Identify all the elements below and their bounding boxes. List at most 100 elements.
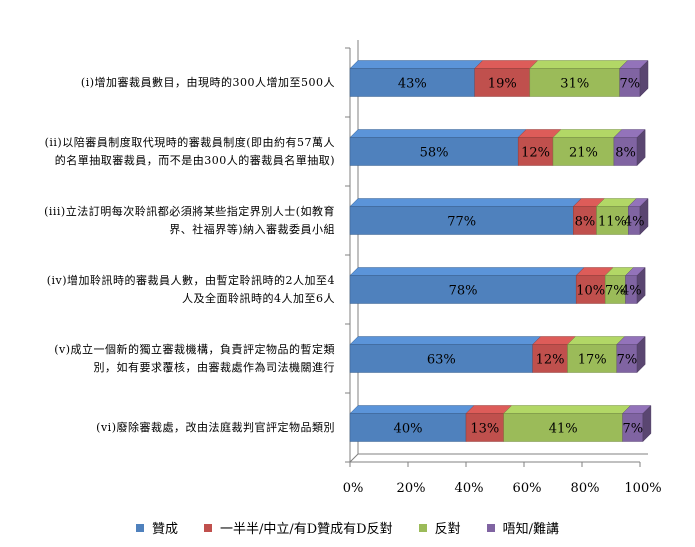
- bar-row: 58% 12% 21% 8%: [349, 128, 646, 167]
- data-label: 31%: [560, 77, 589, 92]
- data-label: 13%: [470, 422, 499, 437]
- data-label: 78%: [449, 284, 478, 299]
- bar-segment-support-top: [349, 198, 582, 207]
- data-label: 4%: [621, 284, 642, 299]
- category-label-line: 的名單抽取審裁員，而不是由300人的審裁員名單抽取): [54, 153, 335, 167]
- bar-row: 40% 13% 41% 7%: [349, 404, 652, 443]
- data-label: 63%: [427, 353, 456, 368]
- bar-segment-unknown-side: [642, 404, 652, 443]
- data-label: 7%: [620, 77, 641, 92]
- bar-segment-oppose: [567, 344, 618, 373]
- category-label: (vi)廢除審裁處，改由法庭裁判官評定物品類別: [35, 419, 335, 437]
- category-label: (iv)增加聆訊時的審裁員人數，由暫定聆訊時的2人加至4 人及全面聆訊時的4人加至…: [35, 272, 335, 308]
- x-tick-label: 60%: [513, 481, 542, 496]
- legend-item: 反對: [418, 518, 461, 537]
- x-tick-label: 0%: [343, 481, 364, 496]
- x-tick-label: 40%: [455, 481, 484, 496]
- bar-segment-oppose-top: [503, 405, 632, 414]
- bar-segment-oppose-top: [566, 336, 626, 345]
- data-label: 77%: [447, 215, 476, 230]
- x-tick-label: 80%: [571, 481, 600, 496]
- bar-segment-support: [349, 137, 519, 166]
- data-label: 21%: [569, 146, 598, 161]
- bar-segment-support: [349, 68, 475, 97]
- category-label-line: (ii)以陪審員制度取代現時的審裁員制度(即由約有57萬人: [44, 135, 335, 149]
- legend-swatch: [135, 523, 144, 532]
- data-label: 7%: [605, 284, 626, 299]
- data-label: 10%: [576, 284, 605, 299]
- legend-item: 唔知/難講: [486, 518, 560, 537]
- bar-segment-support: [349, 206, 574, 235]
- bar-segment-unknown-side: [636, 128, 646, 167]
- bar-segment-neutral-top: [474, 60, 539, 69]
- bar-segment-oppose-top: [552, 129, 623, 138]
- bar-segment-unknown-side: [636, 335, 646, 374]
- data-label: 58%: [420, 146, 449, 161]
- data-label: 12%: [521, 146, 550, 161]
- data-label: 19%: [488, 77, 517, 92]
- legend-item: 一半半/中立/有D贊成有D反對: [204, 518, 393, 537]
- axis-layer: 0% 20% 40% 60% 80% 100%: [343, 40, 662, 496]
- bar-row: 77% 8% 11%4%: [349, 197, 649, 236]
- legend: 贊成 一半半/中立/有D贊成有D反對 反對 唔知/難講: [0, 518, 695, 537]
- legend-label: 贊成: [151, 522, 178, 537]
- category-label-line: (v)成立一個新的獨立審裁機構，負責評定物品的暫定類: [54, 342, 335, 356]
- y-axis-wall: [349, 40, 359, 463]
- bar-segment-neutral: [474, 68, 531, 97]
- data-label: 41%: [549, 422, 578, 437]
- data-label: 40%: [394, 422, 423, 437]
- bar-segment-neutral: [532, 344, 568, 373]
- legend-swatch: [486, 523, 495, 532]
- category-label-line: 界、社福界等)納入審裁委員小組: [169, 222, 335, 236]
- legend-item: 贊成: [135, 518, 178, 537]
- x-tick-label: 100%: [624, 481, 661, 496]
- legend-swatch: [418, 523, 427, 532]
- category-label: (ii)以陪審員制度取代現時的審裁員制度(即由約有57萬人的名單抽取審裁員，而不…: [35, 134, 335, 170]
- legend-label: 一半半/中立/有D贊成有D反對: [220, 522, 393, 537]
- legend-label: 反對: [434, 522, 461, 537]
- category-label: (iii)立法訂明每次聆訊都必須將某些指定界別人士(如教育界、社福界等)納入審裁…: [35, 203, 335, 239]
- data-label: 11%: [598, 215, 627, 230]
- bar-segment-support-top: [349, 405, 475, 414]
- data-label: 17%: [578, 353, 607, 368]
- data-label: 12%: [536, 353, 565, 368]
- bar-segment-support: [349, 413, 467, 442]
- bar-segment-unknown-side: [639, 59, 649, 98]
- category-label: (i)增加審裁員數目，由現時的300人增加至500人: [35, 74, 335, 92]
- category-label-line: 別，如有要求覆核，由審裁處作為司法機關進行: [93, 360, 335, 374]
- bar-segment-unknown-side: [636, 266, 646, 305]
- category-label-line: (i)增加審裁員數目，由現時的300人增加至500人: [80, 75, 335, 89]
- legend-label: 唔知/難講: [502, 522, 560, 537]
- bars-layer: 43% 19% 31% 7%58% 12% 21% 8%77% 8% 11%4%78% 10% 7%…: [349, 59, 652, 443]
- category-label-line: (vi)廢除審裁處，改由法庭裁判官評定物品類別: [96, 420, 335, 434]
- bar-row: 78% 10% 7%4%: [349, 266, 646, 305]
- bar-row: 43% 19% 31% 7%: [349, 59, 649, 98]
- category-label-line: (iii)立法訂明每次聆訊都必須將某些指定界別人士(如教育: [44, 204, 335, 218]
- bar-segment-support-top: [349, 60, 484, 69]
- data-label: 4%: [624, 215, 645, 230]
- bar-segment-oppose: [503, 413, 623, 442]
- bar-segment-neutral: [575, 275, 606, 304]
- data-label: 7%: [617, 353, 638, 368]
- data-label: 43%: [398, 77, 427, 92]
- data-label: 7%: [622, 422, 643, 437]
- category-label-line: 人及全面聆訊時的4人加至6人: [182, 291, 335, 305]
- bar-segment-support-top: [349, 129, 527, 138]
- bar-segment-neutral: [465, 413, 504, 442]
- bar-segment-support-top: [349, 267, 585, 276]
- bar-segment-oppose: [552, 137, 615, 166]
- category-label: (v)成立一個新的獨立審裁機構，負責評定物品的暫定類別，如有要求覆核，由審裁處作…: [35, 341, 335, 377]
- bar-segment-oppose: [596, 206, 629, 235]
- bar-segment-unknown-side: [639, 197, 649, 236]
- bar-segment-neutral: [517, 137, 554, 166]
- bar-segment-support: [349, 344, 533, 373]
- legend-swatch: [204, 523, 212, 532]
- bar-segment-oppose-top: [529, 60, 629, 69]
- x-tick-label: 20%: [397, 481, 426, 496]
- data-label: 8%: [575, 215, 596, 230]
- bar-segment-support-top: [349, 336, 542, 345]
- category-label-line: (iv)增加聆訊時的審裁員人數，由暫定聆訊時的2人加至4: [46, 273, 335, 287]
- bar-row: 63% 12% 17% 7%: [349, 335, 646, 374]
- data-label: 8%: [615, 146, 636, 161]
